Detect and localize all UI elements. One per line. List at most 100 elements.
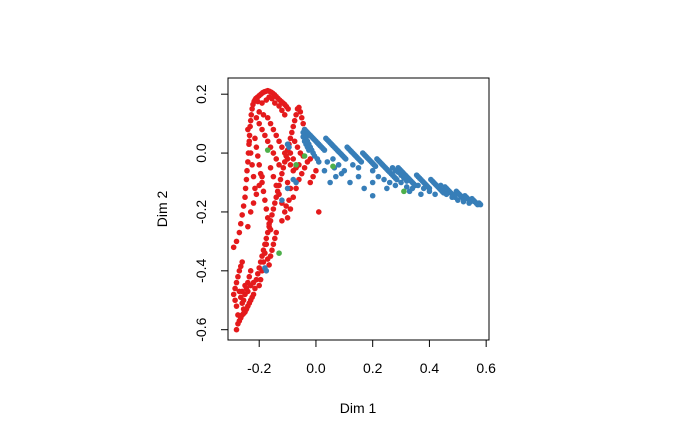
data-point [406, 188, 413, 195]
data-point [276, 103, 282, 109]
data-point [418, 191, 424, 198]
data-point [293, 111, 299, 118]
data-point [245, 288, 251, 295]
data-point [242, 185, 249, 192]
data-point [235, 273, 241, 280]
data-point [240, 306, 247, 312]
data-point [313, 167, 319, 174]
data-point [321, 167, 328, 174]
data-point [237, 263, 244, 270]
data-point [250, 200, 257, 206]
data-point [301, 164, 308, 171]
data-point [247, 117, 254, 124]
data-point [247, 268, 254, 274]
data-point [257, 276, 264, 283]
data-point [245, 126, 251, 133]
y-axis-label: Dim 2 [154, 191, 170, 228]
data-point [239, 288, 245, 295]
data-point [262, 197, 268, 203]
data-point [248, 111, 255, 118]
x-axis: -0.2 0.0 0.2 0.4 0.6 [247, 339, 496, 376]
data-point [259, 173, 265, 180]
data-point [294, 144, 301, 150]
data-point [415, 182, 421, 189]
data-point [466, 200, 472, 206]
data-point [249, 106, 255, 112]
data-point [310, 173, 316, 180]
data-point [254, 270, 261, 277]
data-point [335, 162, 342, 168]
data-point [253, 191, 260, 198]
data-point [369, 179, 376, 186]
data-point [272, 100, 278, 106]
data-point [260, 188, 267, 195]
data-point [369, 192, 376, 199]
x-tick-label: 0.2 [363, 360, 383, 376]
data-point [284, 185, 291, 192]
data-point [297, 109, 304, 115]
data-point [243, 176, 250, 183]
data-point [350, 162, 356, 168]
data-point [232, 297, 238, 304]
data-point [266, 262, 272, 268]
data-point [246, 273, 253, 280]
data-point [300, 129, 306, 136]
data-point [358, 159, 365, 165]
data-point [300, 134, 306, 140]
data-point [298, 114, 305, 121]
data-point [293, 162, 299, 168]
data-point [253, 276, 260, 283]
data-point [437, 182, 444, 189]
data-point [279, 144, 285, 150]
data-point [233, 279, 240, 286]
data-point [260, 111, 267, 118]
data-point [281, 111, 288, 118]
data-point [236, 229, 243, 236]
data-point [256, 282, 263, 289]
data-point [259, 126, 265, 133]
data-point [290, 156, 297, 162]
data-point [264, 114, 271, 121]
data-point [277, 176, 284, 183]
data-point [281, 209, 288, 215]
data-point [330, 163, 336, 170]
data-point [286, 144, 292, 150]
data-point [307, 179, 314, 186]
y-tick-label: 0.0 [193, 143, 209, 163]
data-point [386, 179, 393, 186]
data-point [420, 185, 427, 192]
data-point [477, 201, 484, 208]
data-point [269, 247, 275, 254]
data-point [242, 194, 248, 201]
data-point [276, 162, 282, 168]
data-point [280, 164, 287, 171]
data-point [264, 215, 271, 221]
data-point [276, 191, 282, 198]
data-point [267, 226, 274, 233]
data-point [347, 179, 353, 186]
data-point [279, 197, 285, 203]
data-point [249, 162, 255, 168]
data-point [432, 191, 438, 198]
data-point [392, 182, 399, 189]
data-point [239, 259, 245, 265]
data-point [287, 162, 294, 168]
data-point [449, 194, 455, 201]
data-point [260, 259, 267, 265]
data-point [324, 159, 331, 165]
data-point [250, 291, 257, 298]
data-point [281, 150, 288, 156]
y-tick-label: -0.4 [193, 259, 209, 283]
data-point [401, 188, 407, 195]
data-point [256, 120, 263, 127]
data-point [267, 164, 274, 171]
data-point [270, 173, 277, 180]
data-point [276, 250, 282, 256]
data-point [253, 144, 260, 150]
data-point [403, 184, 410, 190]
data-point [262, 250, 268, 256]
data-point [333, 173, 339, 180]
data-point [242, 282, 248, 289]
data-point [276, 138, 282, 145]
